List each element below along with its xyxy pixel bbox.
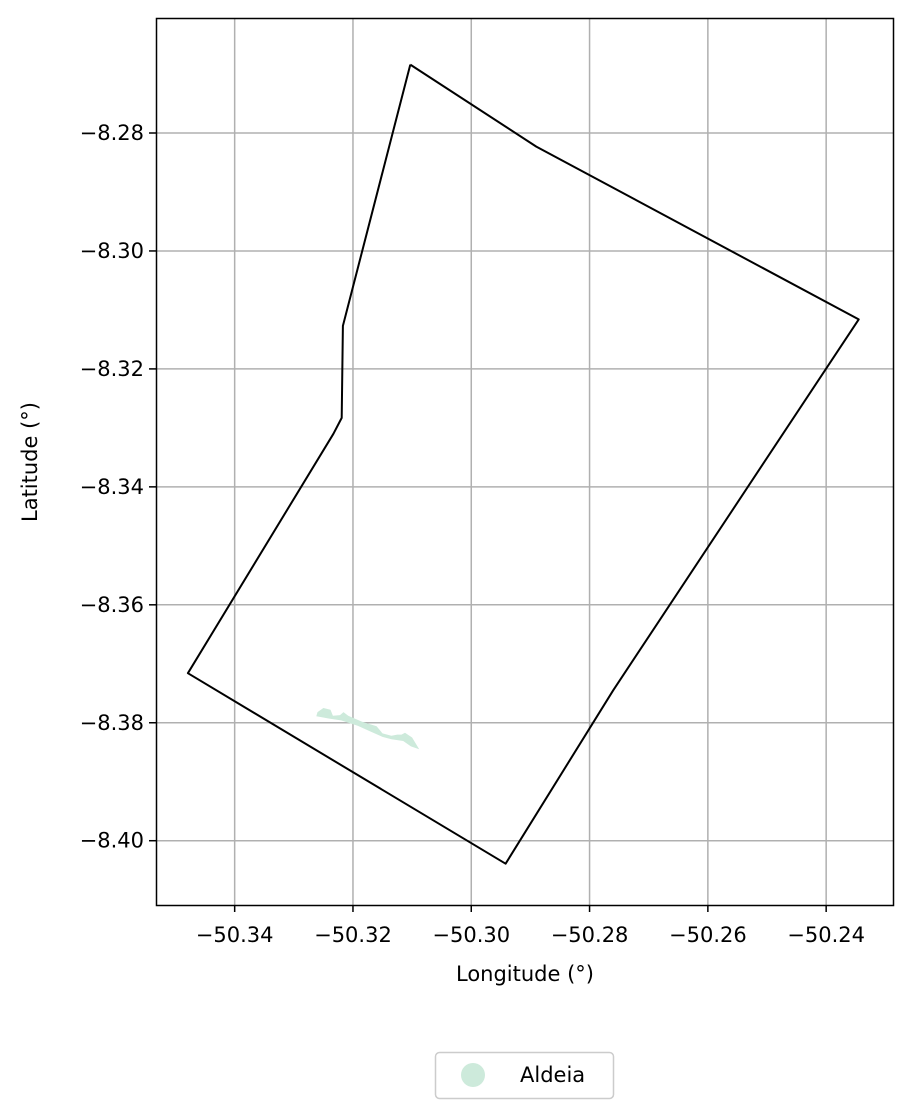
x-tick-label-4: −50.26	[669, 923, 747, 947]
legend-label-0: Aldeia	[520, 1063, 585, 1087]
y-axis-label: Latitude (°)	[18, 402, 42, 522]
x-tick-label-0: −50.34	[196, 923, 274, 947]
y-tick-label-4: −8.36	[80, 593, 144, 617]
x-tick-label-2: −50.30	[432, 923, 510, 947]
feature-aldeia-0	[316, 708, 420, 750]
y-tick-label-3: −8.34	[80, 475, 144, 499]
x-tick-label-5: −50.24	[787, 923, 865, 947]
x-axis-label: Longitude (°)	[456, 962, 594, 986]
y-tick-label-1: −8.30	[80, 239, 144, 263]
y-tick-label-5: −8.38	[80, 711, 144, 735]
x-tick-label-3: −50.28	[551, 923, 629, 947]
y-tick-label-0: −8.28	[80, 121, 144, 145]
grid-lines-x	[233, 18, 827, 905]
legend: Aldeia	[434, 1051, 615, 1100]
study-area-boundary	[186, 63, 860, 865]
x-tick-label-1: −50.32	[314, 923, 392, 947]
y-tick-label-6: −8.40	[80, 829, 144, 853]
feature-layer	[316, 708, 420, 750]
boundary-layer	[186, 63, 860, 865]
plot-frame	[155, 17, 895, 907]
legend-box	[434, 1051, 615, 1100]
x-axis-ticks: −50.34 −50.32 −50.30 −50.28 −50.26 −50.24	[196, 905, 865, 947]
y-tick-label-2: −8.32	[80, 357, 144, 381]
legend-marker-0	[461, 1063, 485, 1087]
grid-lines-y	[156, 132, 893, 842]
y-axis-ticks: −8.28 −8.30 −8.32 −8.34 −8.36 −8.38 −8.40	[80, 121, 156, 853]
legend-entries: Aldeia	[461, 1063, 585, 1087]
